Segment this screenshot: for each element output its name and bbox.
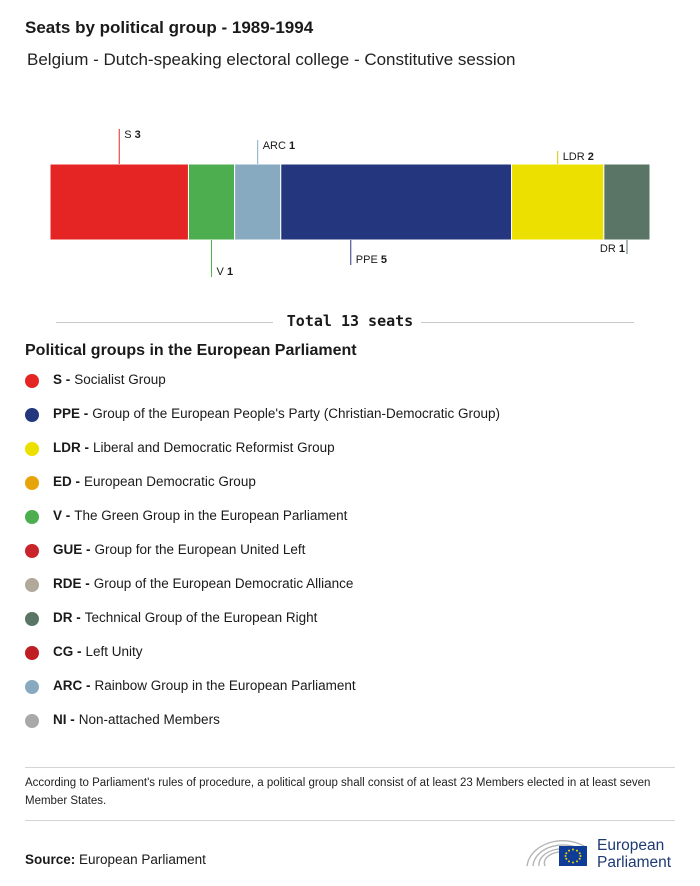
legend-item-ldr: LDR - Liberal and Democratic Reformist Gr… [25, 440, 500, 474]
legend-swatch [25, 612, 39, 626]
legend-item-dr: DR - Technical Group of the European Righ… [25, 610, 500, 644]
bar-label-dr: DR 1 [600, 243, 625, 255]
bar-label-s: S 3 [124, 129, 141, 141]
legend-swatch [25, 442, 39, 456]
legend-item-v: V - The Green Group in the European Parli… [25, 508, 500, 542]
legend-swatch [25, 646, 39, 660]
legend-item-ni: NI - Non-attached Members [25, 712, 500, 746]
source-value: European Parliament [79, 852, 206, 867]
divider-left [56, 322, 273, 323]
logo-line-2: Parliament [597, 854, 672, 871]
legend-code: V - [53, 508, 71, 523]
legend-name: Left Unity [85, 644, 143, 659]
legend: S - Socialist Group PPE - Group of the Euro… [25, 372, 500, 746]
legend-name: European Democratic Group [84, 474, 256, 489]
legend-item-cg: CG - Left Unity [25, 644, 500, 678]
legend-code: LDR - [53, 440, 89, 455]
total-seats: Total 13 seats [0, 312, 700, 330]
legend-code: CG - [53, 644, 82, 659]
divider-right [421, 322, 634, 323]
legend-code: DR - [53, 610, 81, 625]
source-label: Source: [25, 852, 76, 867]
legend-name: Rainbow Group in the European Parliament [94, 678, 356, 693]
legend-item-ed: ED - European Democratic Group [25, 474, 500, 508]
bar-label-ppe: PPE 5 [356, 254, 387, 266]
legend-name: Non-attached Members [78, 712, 220, 727]
seats-bar-chart: S 3 V 1 ARC 1 PPE 5 LDR 2 DR 1 [49, 129, 651, 278]
legend-swatch [25, 544, 39, 558]
legend-name: Socialist Group [74, 372, 166, 387]
divider [25, 820, 675, 821]
legend-name: Group of the European Democratic Allianc… [93, 576, 354, 591]
page-title: Seats by political group - 1989-1994 [25, 18, 314, 37]
page-subtitle: Belgium - Dutch-speaking electoral colle… [27, 50, 516, 69]
total-seats-label: Total 13 seats [278, 312, 422, 330]
legend-name: The Green Group in the European Parliame… [74, 508, 348, 523]
bar-label-arc: ARC 1 [263, 140, 295, 152]
legend-swatch [25, 680, 39, 694]
legend-name: Group for the European United Left [94, 542, 306, 557]
bar-segment-ppe [280, 163, 513, 241]
legend-code: S - [53, 372, 71, 387]
legend-swatch [25, 578, 39, 592]
legend-code: ARC - [53, 678, 91, 693]
bar-segment-ldr [511, 163, 605, 241]
bar-segment-dr [603, 163, 651, 241]
legend-code: ED - [53, 474, 80, 489]
bar-segment-arc [234, 163, 282, 241]
european-parliament-logo-icon [526, 840, 588, 867]
legend-item-rde: RDE - Group of the European Democratic Al… [25, 576, 500, 610]
legend-swatch [25, 476, 39, 490]
legend-item-ppe: PPE - Group of the European People's Part… [25, 406, 500, 440]
legend-code: GUE - [53, 542, 91, 557]
logo-wordmark: European Parliament [597, 837, 671, 871]
source: Source: European Parliament [25, 852, 206, 867]
bar-label-v: V 1 [217, 266, 234, 278]
bar-segment-v [187, 163, 236, 241]
bar-segment-s [49, 163, 189, 241]
legend-swatch [25, 374, 39, 388]
legend-swatch [25, 408, 39, 422]
legend-swatch [25, 510, 39, 524]
legend-name: Group of the European People's Party (Ch… [92, 406, 501, 421]
legend-swatch [25, 714, 39, 728]
legend-item-s: S - Socialist Group [25, 372, 500, 406]
bar-label-ldr: LDR 2 [563, 151, 594, 163]
legend-code: RDE - [53, 576, 90, 591]
legend-title: Political groups in the European Parliam… [25, 342, 357, 359]
legend-code: NI - [53, 712, 75, 727]
logo-line-1: European [597, 837, 665, 854]
legend-name: Technical Group of the European Right [84, 610, 318, 625]
legend-item-gue: GUE - Group for the European United Left [25, 542, 500, 576]
legend-item-arc: ARC - Rainbow Group in the European Parli… [25, 678, 500, 712]
legend-name: Liberal and Democratic Reformist Group [93, 440, 335, 455]
divider [25, 767, 675, 768]
footnote: According to Parliament's rules of proce… [25, 777, 651, 807]
legend-code: PPE - [53, 406, 89, 421]
